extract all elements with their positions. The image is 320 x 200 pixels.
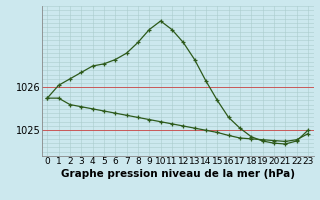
X-axis label: Graphe pression niveau de la mer (hPa): Graphe pression niveau de la mer (hPa): [60, 169, 295, 179]
